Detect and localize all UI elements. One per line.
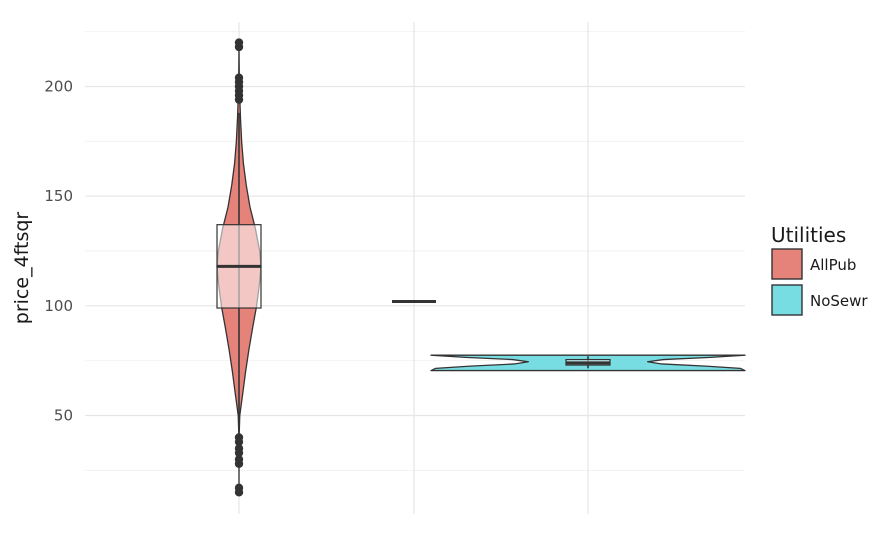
outlier-point xyxy=(234,73,244,82)
y-axis: 50 100 150 200 xyxy=(44,78,73,425)
outlier-point xyxy=(234,433,244,442)
legend-title: Utilities xyxy=(771,223,846,247)
plot-area xyxy=(216,38,746,497)
legend-label-allpub: AllPub xyxy=(810,256,856,274)
outlier-point xyxy=(234,38,244,47)
y-tick-label: 150 xyxy=(44,187,73,205)
legend-key-allpub xyxy=(771,248,803,280)
outlier-point xyxy=(234,444,244,453)
legend-label-nosewr: NoSewr xyxy=(810,292,868,310)
y-tick-label: 100 xyxy=(44,297,73,315)
y-tick-label: 200 xyxy=(44,78,73,96)
y-tick-label: 50 xyxy=(54,407,73,425)
outlier-point xyxy=(234,455,244,464)
legend-key-nosewr xyxy=(771,284,803,316)
y-axis-title: price_4ftsqr xyxy=(11,212,33,325)
grid xyxy=(85,22,745,514)
outlier-point xyxy=(234,483,244,493)
legend: Utilities AllPub NoSewr xyxy=(771,223,868,316)
